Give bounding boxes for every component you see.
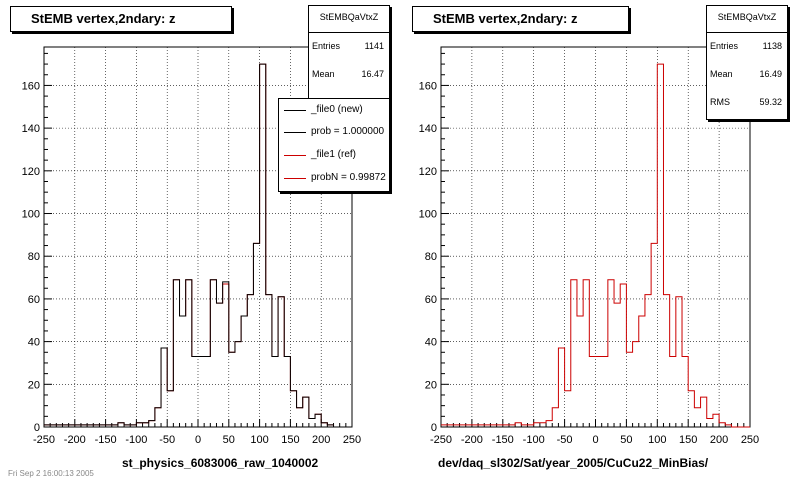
left-entries-label: Entries <box>312 41 341 51</box>
legend-label: _file1 (ref) <box>311 149 357 160</box>
left-x-tick-label: -100 <box>125 434 147 446</box>
legend-swatch <box>284 132 306 133</box>
left-x-tick-label: 150 <box>281 434 299 446</box>
left-y-tick-label: 20 <box>28 379 40 391</box>
right-y-tick-label: 140 <box>419 123 437 135</box>
legend-label: prob = 1.000000 <box>311 126 385 137</box>
left-x-tick-label: -250 <box>33 434 55 446</box>
left-stats-entries-row: Entries 1141 <box>309 33 389 61</box>
right-x-tick-label: 100 <box>648 434 666 446</box>
left-stats-name: StEMBQaVtxZ <box>309 6 389 33</box>
legend-item-file0: _file0 (new) <box>279 101 389 121</box>
right-y-tick-label: 120 <box>419 166 437 178</box>
right-x-tick-label: 200 <box>710 434 728 446</box>
legend-item-file1: _file1 (ref) <box>279 146 389 166</box>
left-x-tick-label: -50 <box>159 434 175 446</box>
right-y-tick-label: 0 <box>431 422 437 434</box>
left-y-tick-label: 80 <box>28 251 40 263</box>
right-y-tick-label: 20 <box>425 379 437 391</box>
left-x-tick-label: -200 <box>64 434 86 446</box>
timestamp-footer: Fri Sep 2 16:00:13 2005 <box>8 469 94 478</box>
right-stats-name: StEMBQaVtxZ <box>707 6 787 33</box>
left-title: StEMB vertex,2ndary: z <box>31 11 176 26</box>
right-stats-mean-row: Mean 16.49 <box>707 61 787 89</box>
right-mean-label: Mean <box>710 69 733 79</box>
legend-label: probN = 0.99872 <box>311 172 386 183</box>
left-mean-label: Mean <box>312 69 335 79</box>
right-stats-box: StEMBQaVtxZ Entries 1138 Mean 16.49 RMS … <box>706 5 788 120</box>
right-x-tick-label: -200 <box>461 434 483 446</box>
legend-swatch <box>284 155 306 156</box>
left-y-tick-label: 140 <box>22 123 40 135</box>
left-mean-value: 16.47 <box>361 69 384 79</box>
legend-label: _file0 (new) <box>311 104 363 115</box>
right-x-tick-label: 150 <box>679 434 697 446</box>
right-stats-rms-row: RMS 59.32 <box>707 89 787 117</box>
right-title-box: StEMB vertex,2ndary: z <box>412 6 629 32</box>
right-x-tick-label: -150 <box>492 434 514 446</box>
left-y-tick-label: 160 <box>22 80 40 92</box>
right-y-tick-label: 80 <box>425 251 437 263</box>
right-x-tick-label: -250 <box>430 434 452 446</box>
right-stats-entries-row: Entries 1138 <box>707 33 787 61</box>
right-y-tick-label: 160 <box>419 80 437 92</box>
right-x-tick-label: -100 <box>523 434 545 446</box>
legend-swatch <box>284 178 306 179</box>
legend-swatch <box>284 110 306 111</box>
right-rms-label: RMS <box>710 97 730 107</box>
left-histogram-series-1 <box>44 63 352 428</box>
right-histogram-series-0 <box>441 63 750 428</box>
left-y-tick-label: 40 <box>28 337 40 349</box>
right-y-tick-label: 40 <box>425 337 437 349</box>
legend-item-prob: prob = 1.000000 <box>279 123 389 143</box>
left-y-tick-label: 0 <box>34 422 40 434</box>
right-y-tick-label: 60 <box>425 294 437 306</box>
right-x-tick-label: -50 <box>557 434 573 446</box>
left-x-tick-label: 200 <box>312 434 330 446</box>
left-x-tick-label: 0 <box>195 434 201 446</box>
left-stats-mean-row: Mean 16.47 <box>309 61 389 89</box>
left-y-tick-label: 120 <box>22 166 40 178</box>
left-y-tick-label: 100 <box>22 209 40 221</box>
left-title-box: StEMB vertex,2ndary: z <box>10 6 232 32</box>
left-entries-value: 1141 <box>364 41 384 51</box>
right-x-tick-label: 0 <box>592 434 598 446</box>
left-y-tick-label: 60 <box>28 294 40 306</box>
left-x-tick-label: 50 <box>223 434 235 446</box>
right-x-tick-label: 250 <box>741 434 759 446</box>
right-y-tick-label: 100 <box>419 209 437 221</box>
legend-item-probn: probN = 0.99872 <box>279 169 389 189</box>
right-entries-value: 1138 <box>762 41 782 51</box>
right-rms-value: 59.32 <box>759 97 782 107</box>
right-title: StEMB vertex,2ndary: z <box>433 11 578 26</box>
left-x-axis-label: st_physics_6083006_raw_1040002 <box>122 456 319 470</box>
left-x-tick-label: -150 <box>95 434 117 446</box>
left-legend: _file0 (new) prob = 1.000000 _file1 (ref… <box>278 98 390 192</box>
right-x-tick-label: 50 <box>620 434 632 446</box>
right-x-axis-label: dev/daq_sl302/Sat/year_2005/CuCu22_MinBi… <box>438 456 709 470</box>
left-x-tick-label: 100 <box>250 434 268 446</box>
right-mean-value: 16.49 <box>759 69 782 79</box>
left-x-tick-label: 250 <box>343 434 361 446</box>
right-entries-label: Entries <box>710 41 739 51</box>
